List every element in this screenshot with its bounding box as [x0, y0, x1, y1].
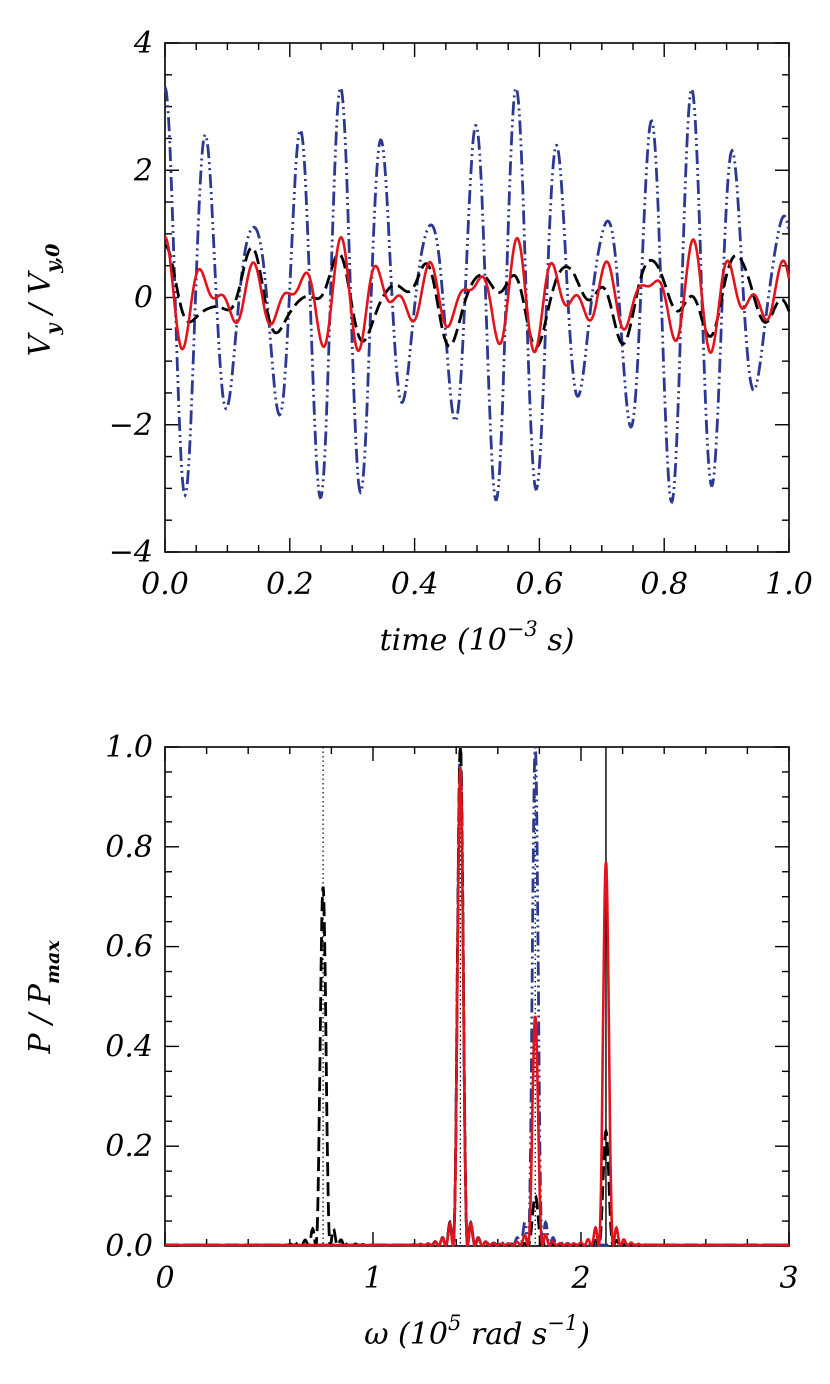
y-tick-label: 0.2 — [105, 1129, 153, 1164]
y-tick-label: 0.0 — [105, 1229, 153, 1264]
x-tick-label: 3 — [779, 1261, 798, 1296]
y-tick-label: 0.8 — [105, 830, 153, 865]
series-line-dashed — [164, 243, 791, 349]
spectrum-line-dash-dot-dot — [165, 746, 789, 1247]
velocity-axis-label: Vy / Vy,0 — [23, 244, 64, 357]
series-line-dash-dot-dot — [163, 85, 791, 505]
x-tick-label: 0.0 — [141, 567, 189, 602]
power-spectrum-panel: 0 1 2 3 0.0 0.2 0.4 0.6 0.8 1.0 ω (105 rad s−1) P… — [23, 730, 799, 1352]
x-tick-label: 2 — [570, 1261, 590, 1296]
power-spectrum-ticks: 0 1 2 3 0.0 0.2 0.4 0.6 0.8 1.0 — [105, 730, 798, 1296]
y-tick-label: 2 — [133, 153, 153, 188]
y-tick-label: 0 — [134, 281, 153, 316]
power-axis-label: P / Pmax — [23, 940, 64, 1055]
power-spectrum-lines — [165, 746, 789, 1247]
time-axis-label: time (10−3 s) — [380, 617, 575, 658]
x-tick-label: 0 — [155, 1261, 174, 1296]
y-tick-label: −4 — [109, 535, 153, 570]
x-tick-label: 1.0 — [765, 567, 813, 602]
series-line-solid — [164, 235, 791, 355]
frequency-axis-label: ω (105 rad s−1) — [364, 1311, 590, 1352]
x-tick-label: 0.8 — [640, 567, 688, 602]
x-tick-label: 0.2 — [266, 567, 314, 602]
y-tick-label: 1.0 — [105, 730, 153, 765]
x-tick-label: 0.4 — [391, 567, 439, 602]
spectrum-line-dashed — [165, 746, 789, 1247]
y-tick-label: −2 — [109, 408, 153, 443]
time-series-lines — [163, 85, 791, 505]
x-tick-label: 1 — [363, 1261, 382, 1296]
frequency-markers — [322, 747, 607, 1246]
y-tick-label: 0.6 — [105, 930, 153, 965]
y-tick-label: 0.4 — [105, 1029, 153, 1064]
x-tick-label: 0.6 — [516, 567, 564, 602]
power-spectrum-frame — [164, 746, 790, 1247]
time-series-ticks: 0.0 0.2 0.4 0.6 0.8 1.0 −4 −2 0 2 4 — [109, 26, 813, 602]
y-tick-label: 4 — [133, 26, 153, 61]
spectrum-line-solid — [165, 766, 789, 1247]
